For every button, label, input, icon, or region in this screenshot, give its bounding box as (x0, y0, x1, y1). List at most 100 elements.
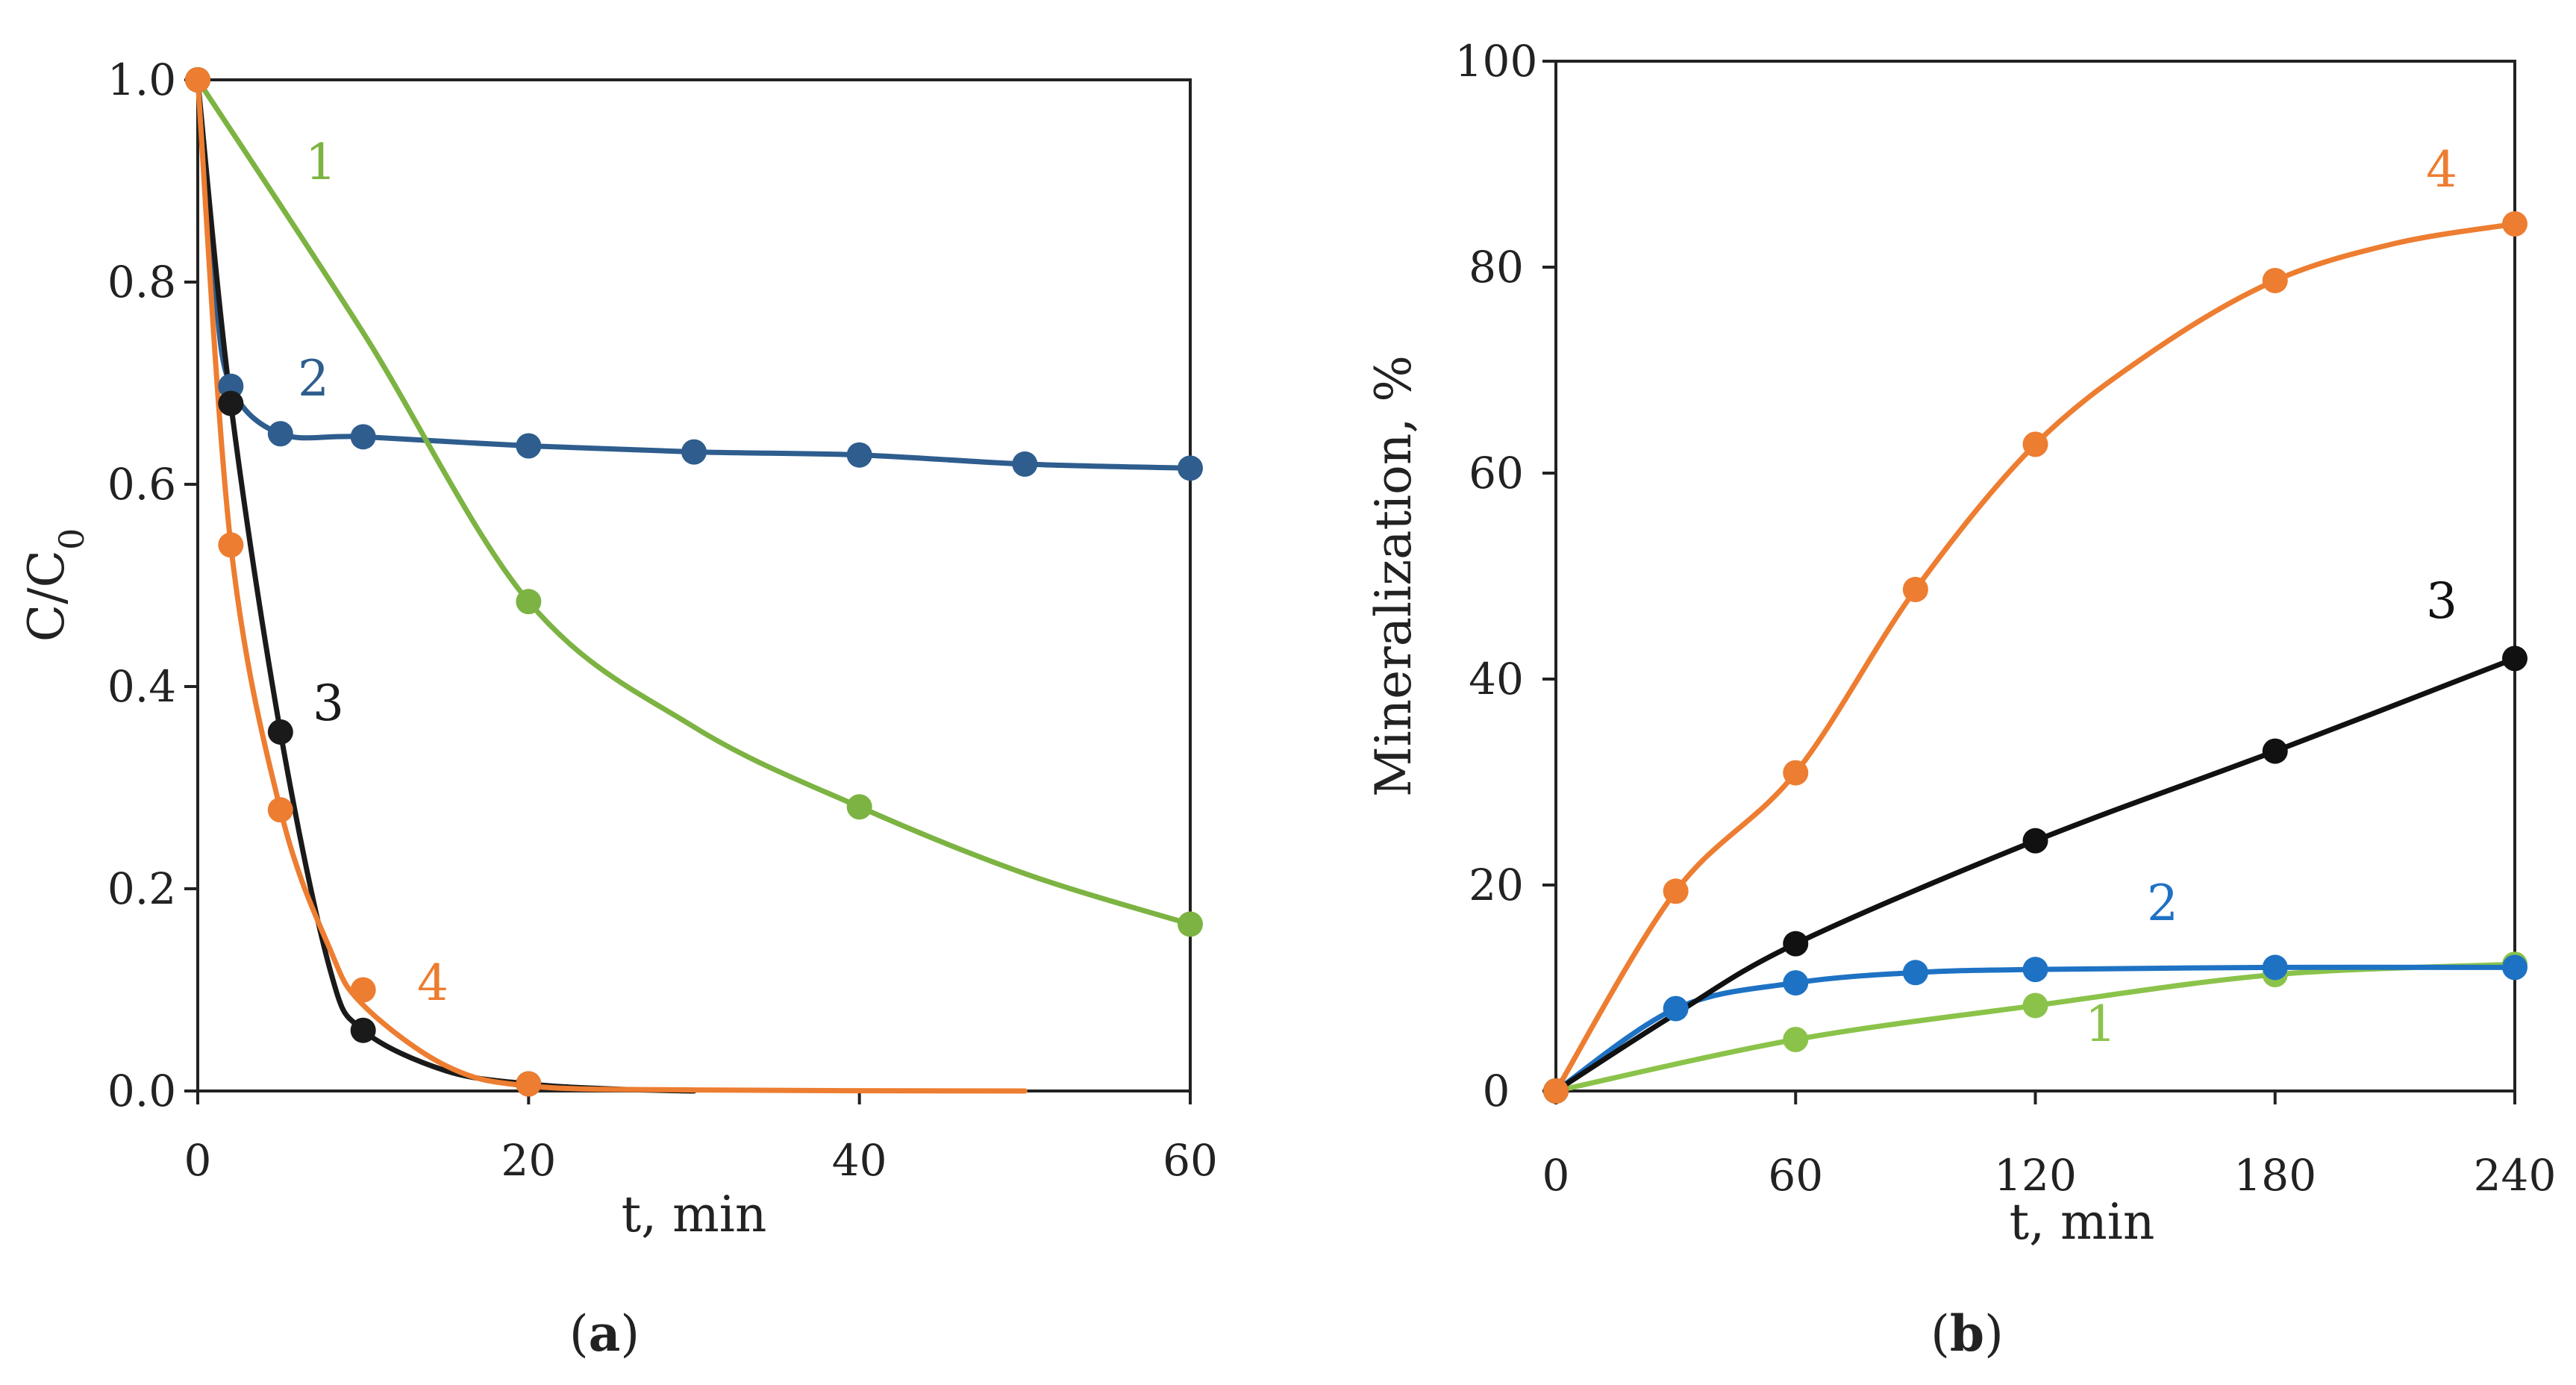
panel-b-series-points (1543, 211, 2527, 1104)
series-4-label: 4 (2426, 141, 2457, 198)
panel-a-series-lines (195, 77, 1193, 1094)
panel-a-plot-frame (196, 78, 1192, 1092)
panel-b-label: (b) (1931, 1304, 2004, 1363)
series-3-point (218, 390, 244, 416)
series-2-point (681, 439, 707, 465)
series-3-label: 3 (313, 675, 344, 732)
series-4-point (1543, 1078, 1569, 1104)
series-4-line (1553, 221, 2518, 1094)
series-2-point (1783, 970, 1809, 996)
series-2-point (1663, 995, 1689, 1022)
series-1-label: 1 (305, 134, 337, 191)
x-tick-label: 180 (2233, 1150, 2316, 1201)
x-tick-label: 60 (1163, 1135, 1218, 1186)
y-tick-label: 0.2 (107, 863, 176, 914)
series-1-point (2022, 992, 2048, 1019)
series-2-point (267, 421, 293, 447)
panel-a-y-axis-title: C/C0 (18, 528, 92, 643)
x-tick-label: 60 (1768, 1150, 1823, 1201)
y-tick-label: 0.4 (107, 661, 176, 712)
x-tick-label: 0 (184, 1135, 212, 1186)
series-1-point (1783, 1027, 1809, 1052)
series-1-point (1178, 911, 1203, 937)
x-tick-label: 0 (1542, 1150, 1570, 1201)
series-1-point (846, 794, 872, 820)
panel-a-y-title-sub: 0 (51, 528, 92, 550)
panel-b-y-ticks: 0 20 40 60 80 100 (1455, 36, 1556, 1116)
series-2-line (195, 77, 1193, 471)
series-1-line (1553, 961, 2518, 1094)
series-4-point (1783, 760, 1809, 786)
series-4-point (2502, 211, 2527, 237)
y-tick-label: 0 (1483, 1066, 1510, 1116)
series-2-point (2022, 957, 2048, 983)
panel-a-label: (a) (569, 1304, 640, 1363)
series-2-point (350, 424, 376, 450)
series-4-line (195, 77, 1028, 1094)
series-4-label: 4 (417, 954, 448, 1012)
series-4-point (2022, 431, 2048, 457)
y-tick-label: 1.0 (107, 54, 176, 105)
panel-b-plot-frame (1554, 60, 2516, 1092)
panel-a-label-close: ) (620, 1305, 640, 1363)
panel-a-x-ticks: 0 20 40 60 (184, 1091, 1218, 1186)
series-3-label: 3 (2426, 572, 2457, 630)
series-1-label: 1 (2085, 995, 2116, 1053)
series-2-point (2262, 954, 2288, 981)
series-4-point (2262, 267, 2288, 293)
series-2-point (2502, 954, 2527, 981)
panel-a-y-title-main: C/C (18, 550, 75, 642)
series-4-point (1663, 878, 1689, 904)
series-4-point (1902, 576, 1928, 602)
panel-a-label-letter: a (589, 1304, 621, 1363)
y-tick-label: 20 (1469, 860, 1524, 910)
series-1-line (195, 77, 1193, 927)
panel-a-series-labels: 2 3 1 4 (298, 134, 448, 1012)
series-3-point (350, 1017, 376, 1043)
series-4-point (516, 1071, 542, 1097)
series-3-point (267, 719, 293, 745)
y-tick-label: 0.8 (107, 257, 176, 307)
x-tick-label: 120 (1994, 1150, 2077, 1201)
series-4-point (267, 797, 293, 823)
series-3-point (2262, 738, 2288, 764)
series-2-label: 2 (298, 350, 329, 407)
panel-b-x-ticks: 0 60 120 180 240 (1542, 1091, 2557, 1201)
series-2-point (516, 433, 542, 459)
panel-b-label-letter: b (1950, 1304, 1984, 1363)
panel-a-label-open: ( (569, 1305, 589, 1363)
series-3-point (2022, 828, 2048, 854)
series-1-point (516, 589, 542, 615)
series-2-line (1553, 964, 2518, 1094)
x-tick-label: 40 (832, 1135, 887, 1186)
series-2-point (1012, 451, 1038, 477)
panel-b-x-axis-title: t, min (2010, 1193, 2155, 1251)
y-tick-label: 0.0 (107, 1066, 176, 1116)
y-tick-label: 40 (1469, 654, 1524, 704)
series-4-point (218, 532, 244, 558)
panel-b-chart: 0 20 40 60 80 100 0 60 120 180 240 1 2 3 4 t, min Mi… (1365, 36, 2556, 1363)
series-3-line (195, 77, 697, 1094)
panel-b-series-labels: 1 2 3 4 (2085, 141, 2457, 1053)
x-tick-label: 240 (2474, 1150, 2557, 1201)
y-tick-label: 60 (1469, 448, 1524, 498)
series-3-point (2502, 645, 2527, 672)
series-2-label: 2 (2147, 875, 2178, 932)
y-tick-label: 100 (1455, 36, 1538, 87)
series-3-point (1783, 931, 1809, 957)
series-4-point (185, 67, 210, 93)
y-tick-label: 80 (1469, 242, 1524, 293)
panel-b-label-close: ) (1984, 1305, 2004, 1363)
panel-b-y-axis-title: Mineralization, % (1365, 355, 1422, 797)
series-4-point (350, 977, 376, 1003)
series-2-point (1902, 960, 1928, 986)
panel-a-chart: 0.0 0.2 0.4 0.6 0.8 1.0 0 20 40 60 2 3 1 4 t, min C… (18, 54, 1218, 1363)
x-tick-label: 20 (501, 1135, 556, 1186)
series-2-point (846, 442, 872, 468)
panel-b-label-open: ( (1931, 1305, 1950, 1363)
series-3-line (1553, 655, 2518, 1094)
panel-a-series-points (185, 67, 1203, 1097)
y-tick-label: 0.6 (107, 459, 176, 510)
panel-a-y-ticks: 0.0 0.2 0.4 0.6 0.8 1.0 (107, 54, 198, 1116)
